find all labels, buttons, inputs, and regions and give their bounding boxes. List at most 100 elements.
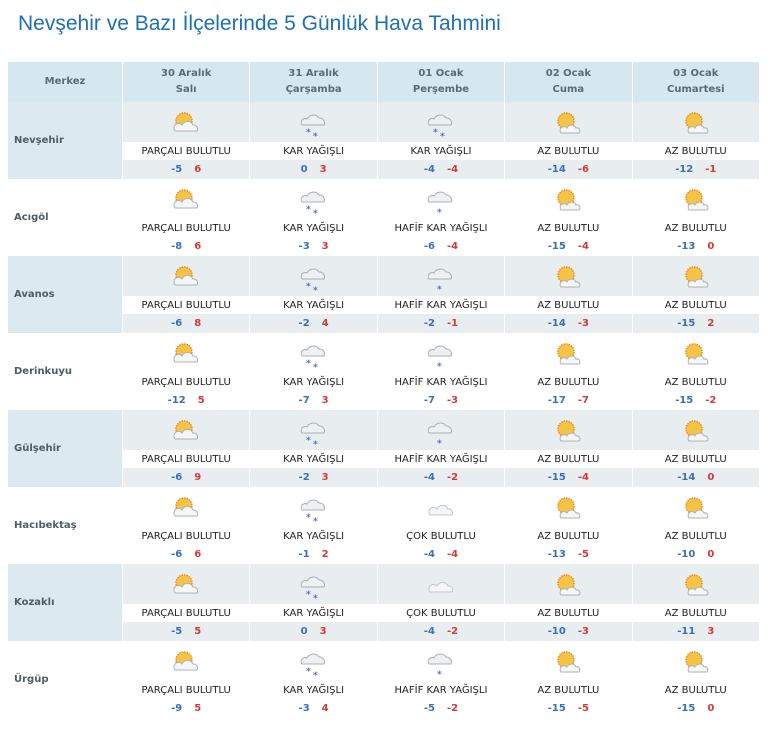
weather-description: KAR YAĞIŞLI (249, 296, 378, 314)
low-temp: -6 (171, 472, 183, 483)
weather-description: HAFİF KAR YAĞIŞLI (377, 681, 506, 699)
mostly-sunny-icon (557, 266, 581, 288)
table-row: Nevşehir * * * * (8, 102, 761, 179)
light-snow-icon: * (427, 422, 452, 448)
weather-description: AZ BULUTLU (632, 681, 761, 699)
low-temp: -10 (547, 626, 566, 637)
high-temp: -1 (705, 164, 717, 175)
low-temp: -3 (298, 703, 310, 714)
weather-icon-cell: * (377, 641, 506, 681)
city-name: Acıgöl (8, 179, 123, 256)
high-temp: 4 (321, 318, 329, 329)
snow-icon: * * (300, 576, 325, 602)
low-temp: -14 (547, 164, 566, 175)
high-temp: 3 (321, 241, 329, 252)
city-name: Nevşehir (8, 102, 123, 179)
svg-text:*: * (437, 670, 442, 679)
weather-icon-cell (504, 256, 633, 296)
weather-icon-cell (632, 641, 761, 681)
low-temp: 0 (300, 164, 308, 175)
high-temp: 0 (707, 472, 715, 483)
high-temp: -4 (446, 549, 459, 560)
weather-icon-cell (632, 487, 761, 527)
temperature-cell: -6 6 (122, 545, 251, 564)
day-date: 02 Ocak (545, 68, 591, 79)
weather-icon-cell (122, 487, 251, 527)
weather-icon-cell (504, 641, 633, 681)
column-header-merkez: Merkez (8, 62, 123, 102)
low-temp: -11 (677, 626, 696, 637)
weather-icon-cell (122, 256, 251, 296)
weather-icon-cell: * (377, 333, 506, 373)
weather-icon-cell: * * (249, 564, 378, 604)
column-header-day: 30 Aralık Salı (122, 62, 251, 102)
weather-description: AZ BULUTLU (504, 296, 633, 314)
mostly-sunny-icon (685, 112, 709, 134)
weather-description: AZ BULUTLU (632, 450, 761, 468)
high-temp: 8 (194, 318, 202, 329)
low-temp: -4 (423, 549, 435, 560)
weather-icon-cell (632, 410, 761, 450)
snow-icon: * * (300, 345, 325, 371)
day-name: Cuma (552, 84, 585, 95)
high-temp: 0 (707, 241, 715, 252)
weather-description: KAR YAĞIŞLI (377, 142, 506, 160)
weather-description: ÇOK BULUTLU (377, 527, 506, 545)
table-row: Gülşehir * * * (8, 410, 761, 487)
weather-icon-cell (632, 564, 761, 604)
weather-icon-cell (122, 102, 251, 142)
high-temp: -2 (446, 472, 459, 483)
temperature-cell: -13 0 (632, 237, 761, 256)
weather-description: HAFİF KAR YAĞIŞLI (377, 219, 506, 237)
svg-text:*: * (306, 128, 311, 138)
weather-description: AZ BULUTLU (504, 219, 633, 237)
forecast-table: Merkez 30 Aralık Salı 31 Aralık Çarşamba 01 O… (8, 62, 761, 718)
svg-text:*: * (313, 594, 318, 602)
svg-text:*: * (433, 128, 438, 138)
light-snow-icon: * (427, 345, 452, 371)
svg-text:*: * (306, 359, 311, 369)
weather-icon-cell: * (377, 410, 506, 450)
svg-text:*: * (306, 590, 311, 600)
weather-description: AZ BULUTLU (632, 373, 761, 391)
temperature-cell: -5 6 (122, 160, 251, 179)
low-temp: 0 (300, 626, 308, 637)
low-temp: -6 (171, 318, 183, 329)
weather-description: PARÇALI BULUTLU (122, 219, 251, 237)
high-temp: -5 (577, 549, 589, 560)
high-temp: -2 (446, 703, 459, 714)
weather-icon-cell: * * (377, 102, 506, 142)
weather-description: KAR YAĞIŞLI (249, 373, 378, 391)
weather-icon-cell (504, 410, 633, 450)
weather-description: KAR YAĞIŞLI (249, 527, 378, 545)
high-temp: -1 (446, 318, 459, 329)
low-temp: -2 (423, 318, 435, 329)
temperature-cell: -4 -2 (377, 622, 506, 641)
weather-icon-cell (122, 641, 251, 681)
high-temp: -7 (577, 395, 589, 406)
weather-icon-cell (504, 102, 633, 142)
weather-icon-cell: * * (249, 333, 378, 373)
high-temp: 2 (707, 318, 715, 329)
weather-description: HAFİF KAR YAĞIŞLI (377, 296, 506, 314)
low-temp: -7 (423, 395, 435, 406)
temperature-cell: -3 3 (249, 237, 378, 256)
svg-text:*: * (306, 205, 311, 215)
weather-description: PARÇALI BULUTLU (122, 296, 251, 314)
weather-icon-cell (632, 333, 761, 373)
table-row: Hacıbektaş * * (8, 487, 761, 564)
temperature-cell: -15 -4 (504, 237, 633, 256)
temperature-cell: -5 5 (122, 622, 251, 641)
high-temp: 3 (707, 626, 715, 637)
weather-icon-cell (377, 564, 506, 604)
weather-description: PARÇALI BULUTLU (122, 527, 251, 545)
low-temp: -15 (547, 703, 566, 714)
low-temp: -15 (677, 318, 696, 329)
weather-description: KAR YAĞIŞLI (249, 604, 378, 622)
snow-icon: * * (300, 268, 325, 294)
day-name: Çarşamba (285, 84, 342, 95)
column-header-day: 31 Aralık Çarşamba (249, 62, 378, 102)
light-snow-icon: * (427, 268, 452, 294)
high-temp: 6 (194, 164, 202, 175)
temperature-cell: -10 0 (632, 545, 761, 564)
